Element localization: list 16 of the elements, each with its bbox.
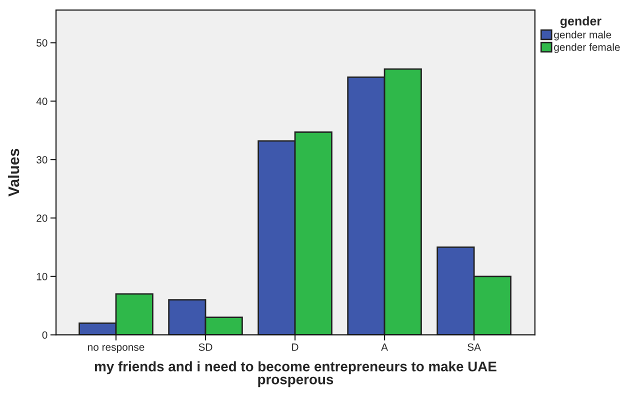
- x-tick-label: D: [292, 344, 298, 351]
- y-tick-label: 40: [36, 98, 48, 106]
- x-tick-label: A: [381, 344, 388, 351]
- y-tick-label: 10: [36, 272, 48, 280]
- x-tick-label: SD: [198, 343, 212, 351]
- legend-title: gender: [560, 16, 602, 28]
- y-tick-label: 50: [36, 39, 48, 47]
- x-axis-title: my friends and i need to become entrepreneurs to make UAE prosperous: [94, 361, 496, 388]
- y-tick-label: 30: [36, 156, 48, 164]
- y-tick-label: 20: [36, 214, 48, 222]
- y-tick-label: 0: [42, 331, 48, 339]
- legend-label: gender male: [554, 30, 612, 40]
- x-tick-label: SA: [468, 343, 481, 351]
- legend-label: gender female: [554, 43, 620, 53]
- y-axis-title: Values: [8, 148, 20, 197]
- x-tick-label: no response: [88, 345, 144, 353]
